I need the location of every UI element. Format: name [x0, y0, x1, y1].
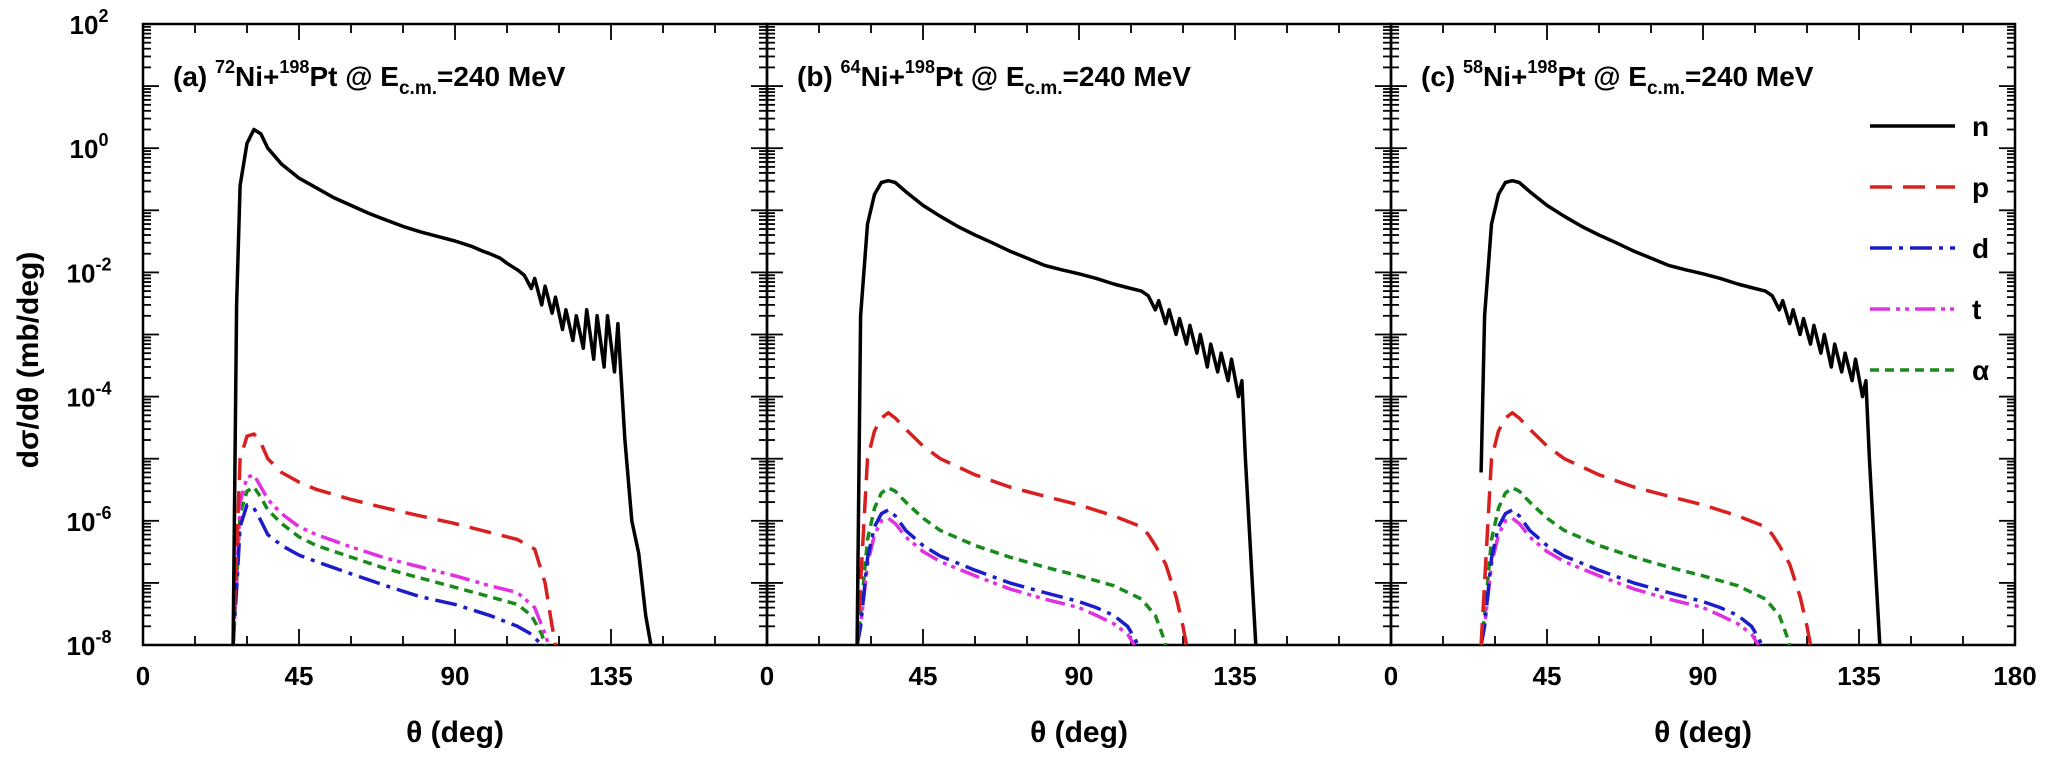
series-line-alpha — [855, 486, 1168, 645]
panel-3: 0 45 90 135 180 θ (deg) (c) 58Ni+198Pt @ Ec.m.… — [1384, 22, 2037, 749]
series-line-t — [231, 473, 551, 645]
series-line-p — [1479, 410, 1813, 645]
legend-label-alpha: α — [1972, 355, 1989, 386]
series-line-p — [855, 410, 1189, 645]
series-line-d — [855, 508, 1140, 645]
panel-title: (c) 58Ni+198Pt @ Ec.m.=240 MeV — [1421, 57, 1814, 99]
legend-label-n: n — [1972, 111, 1989, 142]
legend-label-p: p — [1972, 172, 1989, 203]
y-ticks — [143, 25, 767, 646]
x-tick-label: 135 — [1837, 661, 1880, 691]
series-line-d — [231, 503, 543, 645]
legend-label-t: t — [1972, 294, 1981, 325]
y-tick-label: 10-6 — [67, 503, 112, 537]
x-tick-label: 90 — [1689, 661, 1718, 691]
series-line-alpha — [231, 485, 547, 645]
x-axis-label: θ (deg) — [406, 716, 504, 749]
series-group — [855, 178, 1258, 645]
y-tick-label: 10-2 — [67, 254, 112, 288]
series-line-n — [855, 178, 1258, 645]
panels: 0 45 90 135 10-8 10-6 10-4 10-2 100 102 θ (deg) (a)… — [67, 6, 2037, 749]
x-ticks — [1390, 24, 2016, 645]
series-line-n — [231, 127, 653, 645]
series-group — [231, 127, 653, 645]
series-line-d — [1479, 508, 1764, 645]
x-tick-label: 0 — [136, 661, 150, 691]
y-ticks — [767, 25, 1391, 646]
panel-title: (b) 64Ni+198Pt @ Ec.m.=240 MeV — [797, 57, 1191, 99]
x-tick-label: 0 — [1384, 661, 1398, 691]
y-tick-label: 10-8 — [67, 627, 112, 661]
x-tick-label: 90 — [1065, 661, 1094, 691]
y-tick-label: 102 — [70, 6, 109, 40]
y-axis-label: dσ/dθ (mb/deg) — [12, 252, 45, 469]
y-tick-label: 100 — [70, 130, 109, 164]
x-tick-label: 135 — [589, 661, 632, 691]
series-line-alpha — [1479, 486, 1792, 645]
x-tick-label: 90 — [441, 661, 470, 691]
x-tick-label: 180 — [1993, 661, 2036, 691]
x-ticks — [142, 24, 768, 645]
series-line-t — [855, 516, 1136, 645]
y-ticks — [1391, 25, 2015, 646]
panel-2: 0 45 90 135 θ (deg) (b) 64Ni+198Pt @ Ec.m.=24… — [760, 22, 1393, 749]
x-tick-label: 0 — [760, 661, 774, 691]
x-axis-label: θ (deg) — [1654, 716, 1752, 749]
x-axis-label: θ (deg) — [1030, 716, 1128, 749]
x-tick-label: 135 — [1213, 661, 1256, 691]
x-tick-label: 45 — [285, 661, 314, 691]
series-group — [1479, 178, 1882, 645]
x-tick-label: 45 — [909, 661, 938, 691]
x-tick-label: 45 — [1533, 661, 1562, 691]
legend-label-d: d — [1972, 233, 1989, 264]
y-tick-label: 10-4 — [67, 379, 112, 413]
series-line-t — [1479, 516, 1760, 645]
series-line-p — [231, 432, 558, 645]
panel-title: (a) 72Ni+198Pt @ Ec.m.=240 MeV — [173, 57, 566, 99]
panel-1: 0 45 90 135 10-8 10-6 10-4 10-2 100 102 θ (deg) (a)… — [67, 6, 769, 749]
series-line-n — [1479, 178, 1882, 645]
